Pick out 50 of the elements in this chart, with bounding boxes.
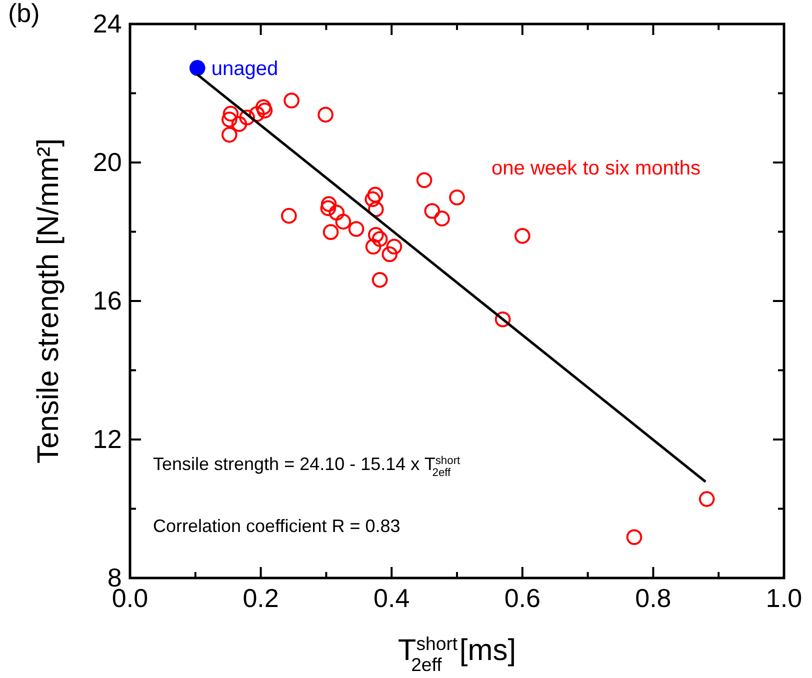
x-tick-label: 0.6 xyxy=(504,583,540,613)
point xyxy=(368,201,384,218)
point xyxy=(434,210,450,226)
point xyxy=(698,491,715,507)
point xyxy=(424,203,440,219)
point xyxy=(328,204,345,221)
y-tick-label: 24 xyxy=(92,8,122,38)
point xyxy=(626,529,642,546)
x-tick-label: 0.2 xyxy=(242,583,279,613)
point xyxy=(322,224,339,240)
series-label: unaged xyxy=(211,58,278,80)
point xyxy=(320,200,336,216)
point xyxy=(365,238,382,255)
series-label: one week to six months xyxy=(492,158,701,180)
y-tick-label: 16 xyxy=(92,285,122,316)
point xyxy=(348,221,364,237)
x-tick-label: 1.0 xyxy=(766,583,802,613)
point xyxy=(189,60,206,76)
point xyxy=(222,126,238,143)
point xyxy=(284,92,300,108)
y-axis-title: Tensile strength [N/mm²] xyxy=(32,138,65,464)
x-tick-label: 0.8 xyxy=(635,583,672,613)
point xyxy=(248,106,265,122)
point xyxy=(368,226,384,243)
point xyxy=(514,228,530,244)
y-tick-label: 12 xyxy=(92,424,122,454)
point xyxy=(382,246,398,262)
point xyxy=(364,191,381,208)
text: (b) xyxy=(8,0,40,28)
point xyxy=(222,112,238,128)
point xyxy=(256,99,272,115)
annotation: Correlation coefficient R = 0.83 xyxy=(153,516,400,536)
point xyxy=(494,311,511,328)
point xyxy=(416,172,432,188)
point xyxy=(372,272,388,288)
point xyxy=(239,110,255,126)
point xyxy=(231,116,248,132)
point xyxy=(335,214,352,230)
point xyxy=(256,102,273,118)
point xyxy=(222,106,239,122)
point xyxy=(281,208,297,224)
point xyxy=(386,238,402,255)
y-tick-label: 20 xyxy=(92,146,122,177)
point xyxy=(449,190,465,206)
point xyxy=(367,186,384,203)
x-axis-title: T$^{short}$$_{2eff}$ [ms] xyxy=(398,632,516,674)
x-tick-label: 0.4 xyxy=(374,583,410,613)
point xyxy=(318,106,334,123)
point xyxy=(320,196,337,212)
point xyxy=(372,231,388,247)
